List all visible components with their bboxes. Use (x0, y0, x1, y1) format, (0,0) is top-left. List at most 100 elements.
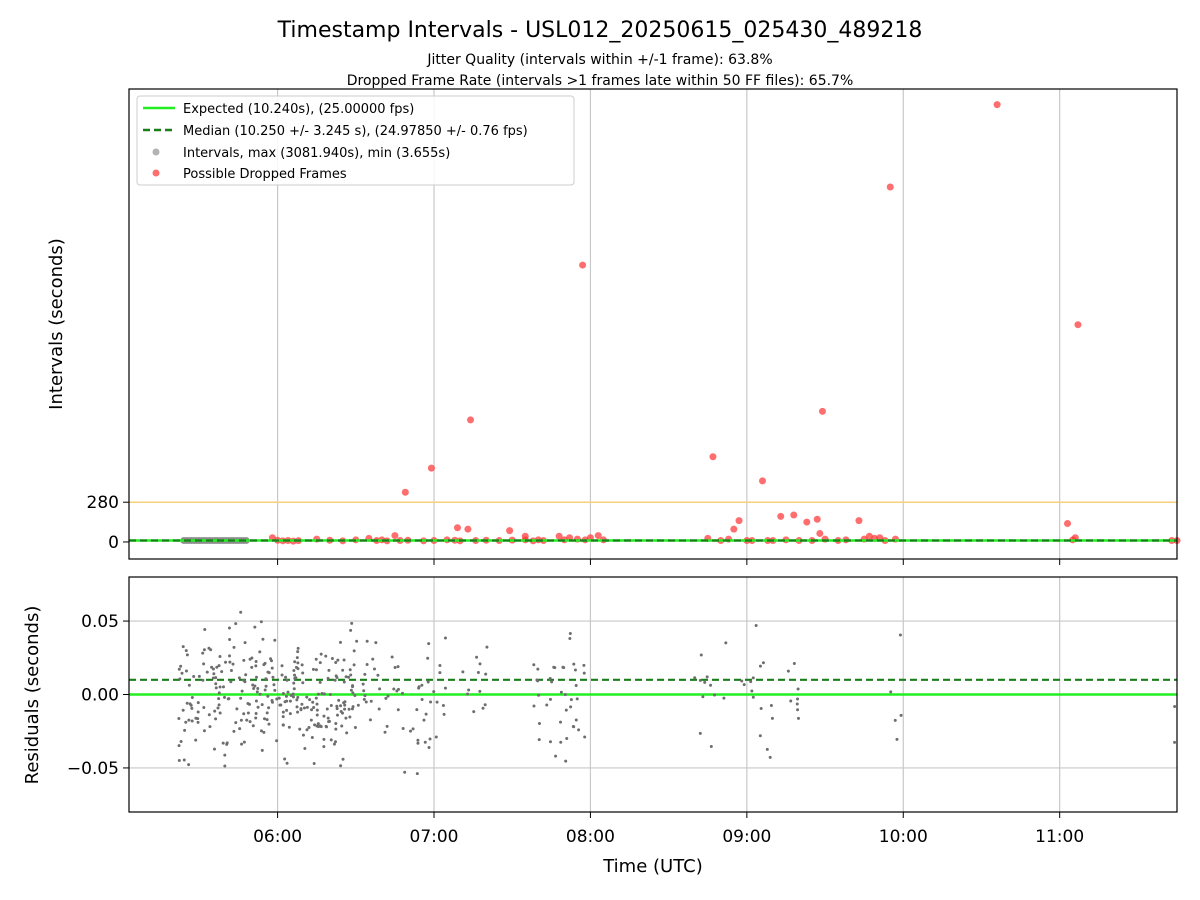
residual-point (185, 653, 189, 657)
residual-point (532, 704, 536, 708)
residual-point (201, 678, 205, 682)
residual-point (443, 686, 447, 690)
residual-point (769, 704, 773, 708)
residual-point (310, 708, 314, 712)
residual-point (177, 716, 181, 720)
legend-intervals-label: Intervals, max (3081.940s), min (3.655s) (183, 146, 450, 161)
residual-point (181, 645, 185, 649)
residual-point (365, 639, 369, 643)
residual-point (196, 720, 200, 724)
residual-point (187, 683, 191, 687)
legend-median-label: Median (10.250 +/- 3.245 s), (24.97850 +… (183, 124, 528, 139)
residual-point (427, 642, 431, 646)
residual-point (344, 675, 348, 679)
x-axis-label: Time (UTC) (602, 856, 703, 877)
residual-point (329, 704, 333, 708)
residual-point (260, 748, 264, 752)
residual-point (434, 735, 438, 739)
residual-point (461, 670, 465, 674)
residual-point (699, 653, 703, 657)
dropped-frame-point (555, 532, 563, 540)
residual-point (177, 758, 181, 762)
residual-point (792, 661, 796, 665)
residual-point (338, 640, 342, 644)
residual-point (563, 693, 567, 697)
residual-point (295, 698, 299, 702)
residual-point (432, 690, 436, 694)
residual-point (187, 718, 191, 722)
residual-point (212, 672, 216, 676)
residual-point (751, 695, 755, 699)
residual-point (262, 730, 266, 734)
residual-point (742, 683, 746, 687)
residual-point (287, 725, 291, 729)
residual-point (351, 691, 355, 695)
residual-point (335, 704, 339, 708)
residual-point (343, 703, 347, 707)
residual-point (1173, 705, 1177, 709)
residual-point (228, 660, 232, 664)
residual-point (315, 713, 319, 717)
residual-point (564, 759, 568, 763)
dropped-frame-point (993, 101, 1001, 109)
residual-point (250, 665, 254, 669)
residual-point (572, 725, 576, 729)
residual-point (295, 705, 299, 709)
residual-point (573, 668, 577, 672)
residual-point (796, 708, 800, 712)
residual-point (484, 672, 488, 676)
residual-point (242, 712, 246, 716)
residual-point (385, 724, 389, 728)
residual-point (761, 661, 765, 665)
residual-point (272, 683, 276, 687)
residual-point (181, 708, 185, 712)
residual-point (208, 725, 212, 729)
legend-expected-label: Expected (10.240s), (25.00000 fps) (183, 102, 414, 117)
dropped-frame-point (709, 453, 717, 461)
residual-point (443, 636, 447, 640)
residual-point (481, 706, 485, 710)
residual-point (260, 703, 264, 707)
residual-point (351, 685, 355, 689)
residual-point (420, 683, 424, 687)
residual-point (242, 658, 246, 662)
residual-point (749, 680, 753, 684)
residual-point (291, 695, 295, 699)
residual-point (476, 671, 480, 675)
y-tick-label: 0 (108, 533, 119, 553)
residual-point (240, 742, 244, 746)
residual-point (190, 696, 194, 700)
residual-point (427, 745, 431, 749)
residual-point (301, 671, 305, 675)
residual-point (361, 682, 365, 686)
residual-point (554, 754, 558, 758)
residual-point (703, 680, 707, 684)
residual-point (239, 696, 243, 700)
residual-point (316, 692, 320, 696)
residual-point (202, 729, 206, 733)
residual-point (327, 719, 331, 723)
residual-point (291, 692, 295, 696)
residual-point (296, 710, 300, 714)
residual-point (293, 660, 297, 664)
residual-point (266, 694, 270, 698)
residual-point (442, 712, 446, 716)
x-tick-label: 09:00 (722, 827, 771, 847)
residual-point (344, 716, 348, 720)
residual-point (754, 623, 758, 627)
residual-point (561, 665, 565, 669)
residual-point (218, 654, 222, 658)
residual-point (356, 703, 360, 707)
residual-point (325, 707, 329, 711)
dropped-frame-point (464, 525, 472, 533)
residual-point (548, 740, 552, 744)
residual-point (478, 689, 482, 693)
residual-point (300, 702, 304, 706)
residual-point (423, 740, 427, 744)
residual-point (252, 686, 256, 690)
residual-point (396, 687, 400, 691)
residual-point (261, 637, 265, 641)
residual-point (205, 670, 209, 674)
residual-point (693, 676, 697, 680)
residual-point (283, 757, 287, 761)
